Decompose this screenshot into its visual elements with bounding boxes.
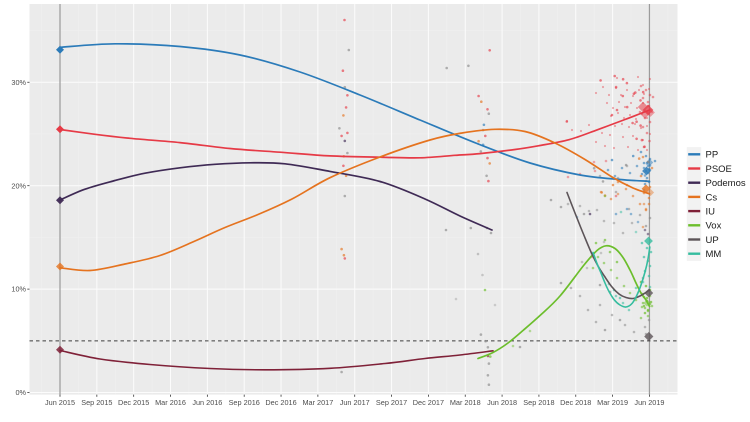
- svg-text:Dec 2016: Dec 2016: [265, 398, 296, 407]
- svg-text:Jun 2017: Jun 2017: [340, 398, 370, 407]
- svg-text:Sep 2018: Sep 2018: [523, 398, 554, 407]
- svg-text:Cs: Cs: [706, 192, 718, 203]
- svg-text:30%: 30%: [11, 78, 26, 87]
- svg-text:PP: PP: [706, 150, 719, 161]
- svg-text:10%: 10%: [11, 285, 26, 294]
- svg-text:MM: MM: [706, 249, 722, 260]
- svg-text:0%: 0%: [15, 388, 26, 397]
- svg-text:Dec 2015: Dec 2015: [118, 398, 149, 407]
- svg-text:Dec 2017: Dec 2017: [413, 398, 444, 407]
- svg-text:Mar 2017: Mar 2017: [302, 398, 333, 407]
- svg-text:IU: IU: [706, 207, 716, 218]
- svg-text:20%: 20%: [11, 181, 26, 190]
- svg-text:Podemos: Podemos: [706, 178, 746, 189]
- svg-text:Vox: Vox: [706, 221, 722, 232]
- svg-text:Jun 2016: Jun 2016: [192, 398, 222, 407]
- svg-text:Mar 2018: Mar 2018: [450, 398, 481, 407]
- svg-text:Sep 2016: Sep 2016: [229, 398, 260, 407]
- svg-text:Mar 2019: Mar 2019: [597, 398, 628, 407]
- svg-text:Jun 2015: Jun 2015: [45, 398, 75, 407]
- svg-text:Mar 2016: Mar 2016: [155, 398, 186, 407]
- svg-text:Jun 2018: Jun 2018: [487, 398, 517, 407]
- svg-text:Sep 2015: Sep 2015: [81, 398, 112, 407]
- svg-text:Dec 2018: Dec 2018: [560, 398, 591, 407]
- svg-text:PSOE: PSOE: [706, 164, 732, 175]
- svg-text:Jun 2019: Jun 2019: [634, 398, 664, 407]
- svg-text:UP: UP: [706, 235, 719, 246]
- svg-text:Sep 2017: Sep 2017: [376, 398, 407, 407]
